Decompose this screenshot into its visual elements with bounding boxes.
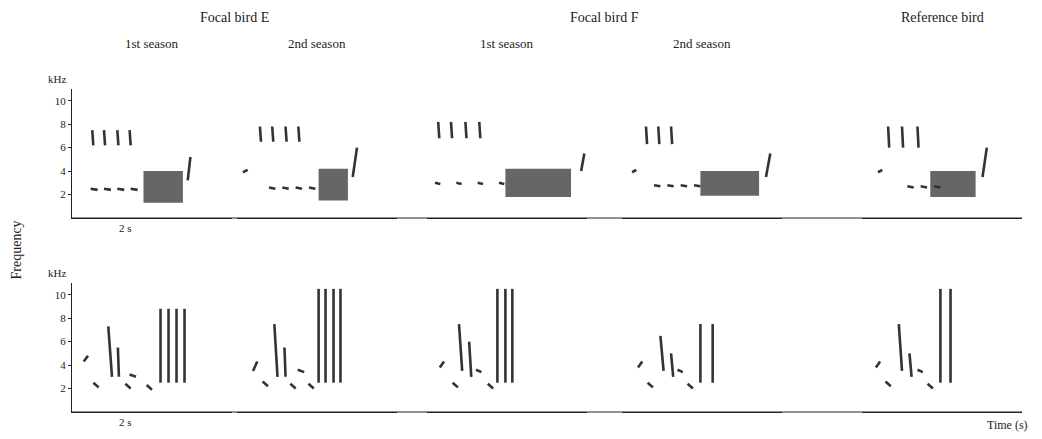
svg-text:2nd season: 2nd season	[673, 36, 731, 51]
svg-text:6: 6	[60, 141, 66, 153]
svg-text:8: 8	[60, 312, 66, 324]
svg-text:2 s: 2 s	[119, 416, 132, 428]
svg-text:Frequency: Frequency	[9, 220, 24, 279]
svg-text:10: 10	[55, 95, 67, 107]
svg-text:4: 4	[60, 165, 66, 177]
svg-text:kHz: kHz	[48, 267, 66, 279]
svg-text:Focal bird E: Focal bird E	[200, 10, 269, 25]
svg-text:2 s: 2 s	[119, 222, 132, 234]
svg-text:1st season: 1st season	[480, 36, 534, 51]
svg-text:2: 2	[60, 382, 66, 394]
svg-text:8: 8	[60, 118, 66, 130]
svg-text:2: 2	[60, 188, 66, 200]
svg-text:kHz: kHz	[48, 73, 66, 85]
svg-text:1st season: 1st season	[125, 36, 179, 51]
svg-text:Reference bird: Reference bird	[901, 10, 984, 25]
svg-text:6: 6	[60, 335, 66, 347]
svg-text:2nd season: 2nd season	[288, 36, 346, 51]
svg-text:Focal bird F: Focal bird F	[570, 10, 639, 25]
svg-text:Time (s): Time (s)	[987, 418, 1028, 432]
svg-text:4: 4	[60, 359, 66, 371]
svg-text:10: 10	[55, 289, 67, 301]
